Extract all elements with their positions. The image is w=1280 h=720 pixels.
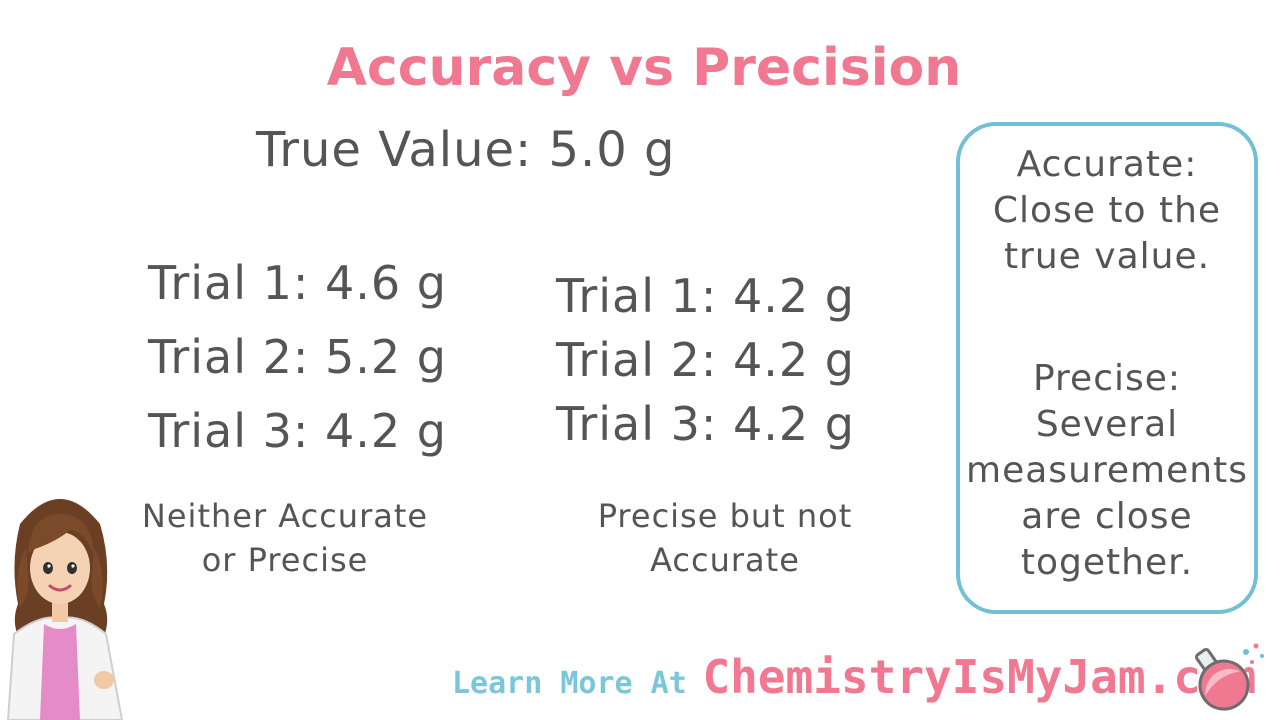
verdict-line: Precise but not [597,497,853,535]
verdict-left: Neither Accurate or Precise [130,494,440,582]
flask-icon [1194,643,1264,711]
trial-row: Trial 1: 4.2 g [556,269,855,323]
definition-line: Close to the [992,190,1222,231]
verdict-line: or Precise [201,541,369,579]
true-value: True Value: 5.0 g [256,122,676,178]
definition-line: Accurate: [1016,144,1198,185]
footer-prefix: Learn More At [452,666,687,701]
trial-row: Trial 2: 5.2 g [148,330,447,384]
footer-site: ChemistryIsMyJam.com [702,650,1257,704]
accurate-definition: Accurate: Close to the true value. [960,142,1254,280]
definition-line: Several [1035,404,1179,445]
definitions-box: Accurate: Close to the true value. Preci… [956,122,1258,614]
definition-line: measurements [966,450,1248,491]
verdict-line: Neither Accurate [141,497,429,535]
trial-row: Trial 3: 4.2 g [556,397,855,451]
definition-line: Precise: [1032,358,1182,399]
scientist-avatar-icon [6,499,124,720]
trials-right: Trial 1: 4.2 g Trial 2: 4.2 g Trial 3: 4… [556,264,855,456]
page-title: Accuracy vs Precision [326,38,962,98]
definition-line: together. [1020,542,1194,583]
definition-line: are close [1021,496,1193,537]
trial-row: Trial 1: 4.6 g [148,256,447,310]
footer-link[interactable]: Learn More At ChemistryIsMyJam.com [452,650,1256,704]
verdict-right: Precise but not Accurate [570,494,880,582]
trial-row: Trial 2: 4.2 g [556,333,855,387]
trial-row: Trial 3: 4.2 g [148,404,447,458]
trials-left: Trial 1: 4.6 g Trial 2: 5.2 g Trial 3: 4… [148,246,447,468]
precise-definition: Precise: Several measurements are close … [960,356,1254,586]
verdict-line: Accurate [650,541,800,579]
definition-line: true value. [1003,236,1211,277]
